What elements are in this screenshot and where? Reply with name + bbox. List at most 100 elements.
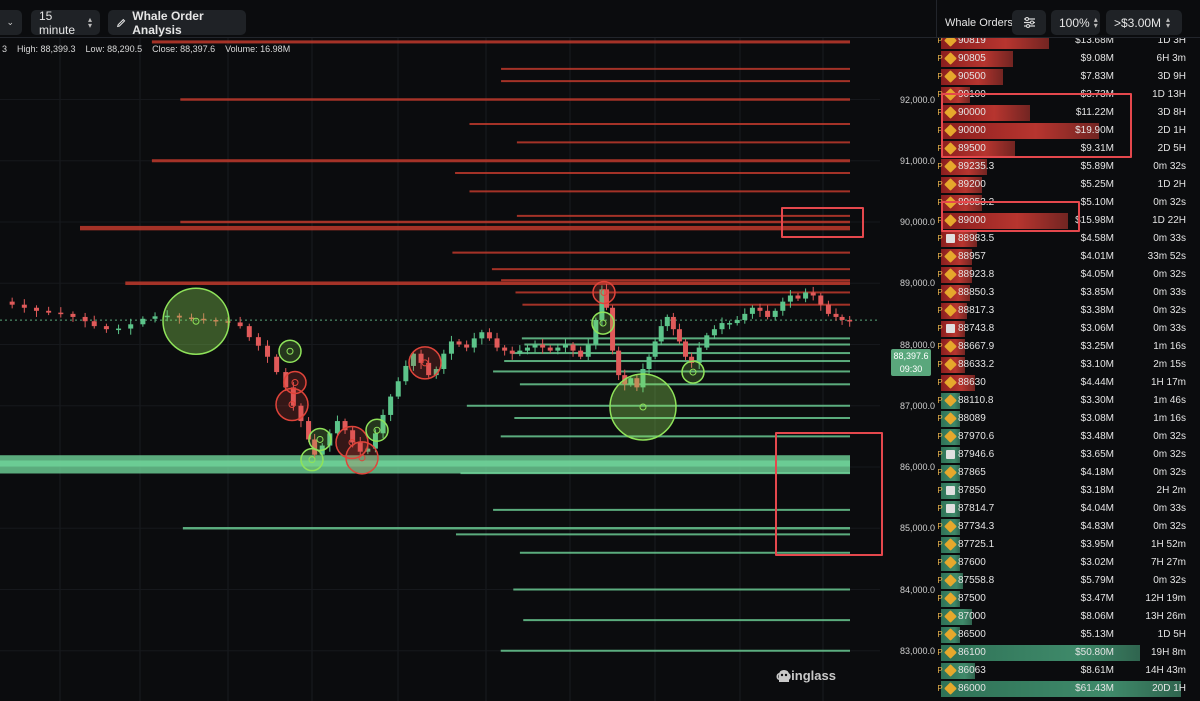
whale-order-row[interactable]: P 87865 $4.18M 0m 32s [936, 464, 1200, 482]
whale-order-row[interactable]: P 86100 $50.80M 19H 8m [936, 644, 1200, 662]
coinglass-logo-icon [779, 670, 789, 682]
ohlc-readout: 3 High: 88,399.3 Low: 88,290.5 Close: 88… [2, 44, 291, 54]
chart-canvas[interactable] [0, 38, 936, 701]
buy-wall-bar [519, 551, 850, 554]
buy-wall-bar [523, 619, 850, 622]
okx-exchange-icon [946, 486, 955, 495]
candle-body [616, 350, 622, 376]
whale-order-row[interactable]: P 88110.8 $3.30M 1m 46s [936, 392, 1200, 410]
order-price: 87850 [958, 485, 986, 496]
whale-orders-list[interactable]: P 90819 $13.68M 1D 3H P 90805 $9.08M 6H 3m P 9050… [936, 38, 1200, 701]
whale-order-row[interactable]: P 87600 $3.02M 7H 27m [936, 554, 1200, 572]
candle-body [365, 448, 371, 452]
order-age: 2D 1H [1157, 125, 1186, 136]
whale-order-row[interactable]: P 86500 $5.13M 1D 5H [936, 626, 1200, 644]
whale-order-row[interactable]: P 89235.3 $5.89M 0m 32s [936, 158, 1200, 176]
buy-wall-bar [511, 352, 850, 355]
whale-order-row[interactable]: P 87558.8 $5.79M 0m 32s [936, 572, 1200, 590]
whale-order-row[interactable]: P 88957 $4.01M 33m 52s [936, 248, 1200, 266]
order-price: 87500 [958, 593, 986, 604]
order-age: 13H 26m [1145, 611, 1186, 622]
candle-body [82, 316, 88, 322]
order-amount: $61.43M [1075, 683, 1114, 694]
order-price: 90000 [958, 125, 986, 136]
whale-order-row[interactable]: P 88667.9 $3.25M 1m 16s [936, 338, 1200, 356]
candle-body [502, 347, 508, 351]
candle-body [456, 341, 462, 345]
coinglass-watermark: coinglass [776, 668, 836, 683]
order-amount: $4.58M [1080, 233, 1114, 244]
order-price: 88957 [958, 251, 986, 262]
candle-body [306, 421, 312, 440]
zoom-select[interactable]: 100% ▴ ▾ [1051, 10, 1100, 35]
whale-order-analysis-button[interactable]: Whale Order Analysis [108, 9, 246, 37]
filter-settings-button[interactable] [1012, 10, 1046, 35]
candle-body [91, 321, 97, 327]
whale-order-row[interactable]: P 88923.8 $4.05M 0m 32s [936, 266, 1200, 284]
whale-order-row[interactable]: P 88817.3 $3.38M 0m 32s [936, 302, 1200, 320]
interval-select[interactable]: 15 minute ▴ ▾ [31, 9, 100, 37]
candle-body [58, 312, 64, 315]
candle-body [410, 353, 416, 366]
price-axis-label: 91,000.0 [900, 155, 936, 166]
whale-order-row[interactable]: P 88983.5 $4.58M 0m 33s [936, 230, 1200, 248]
whale-order-row[interactable]: P 88743.8 $3.06M 0m 33s [936, 320, 1200, 338]
whale-trade-bubble [308, 427, 332, 452]
whale-order-row[interactable]: P 87725.1 $3.95M 1H 52m [936, 536, 1200, 554]
whale-order-row[interactable]: P 90819 $13.68M 1D 3H [936, 38, 1200, 50]
order-type-tag: P [937, 576, 943, 585]
candle-body [689, 356, 695, 363]
candle-body [585, 344, 591, 357]
min-size-select[interactable]: >$3.00M ▴ ▾ [1106, 10, 1182, 35]
whale-order-row[interactable]: P 90000 $11.22M 3D 8H [936, 104, 1200, 122]
whale-order-row[interactable]: P 86000 $61.43M 20D 1H [936, 680, 1200, 698]
whale-order-row[interactable]: P 89500 $9.31M 2D 5H [936, 140, 1200, 158]
whale-order-row[interactable]: P 88850.3 $3.85M 0m 33s [936, 284, 1200, 302]
order-age: 7H 27m [1150, 557, 1186, 568]
price-chart[interactable]: 3 High: 88,399.3 Low: 88,290.5 Close: 88… [0, 38, 936, 701]
candle-body [357, 442, 363, 452]
order-type-tag: P [937, 306, 943, 315]
candle-body [599, 289, 605, 320]
whale-order-row[interactable]: P 87814.7 $4.04M 0m 33s [936, 500, 1200, 518]
whale-order-row[interactable]: P 89000 $15.98M 1D 22H [936, 212, 1200, 230]
buy-wall-bar [466, 404, 850, 407]
order-type-tag: P [937, 450, 943, 459]
whale-order-row[interactable]: P 87850 $3.18M 2H 2m [936, 482, 1200, 500]
candle-body [471, 338, 477, 348]
order-price: 87946.6 [958, 449, 995, 460]
whale-order-row[interactable]: P 88630 $4.44M 1H 17m [936, 374, 1200, 392]
whale-trade-bubble [278, 339, 302, 363]
order-amount: $3.02M [1080, 557, 1114, 568]
order-price: 90805 [958, 53, 986, 64]
price-axis-label: 87,000.0 [900, 400, 936, 411]
sell-wall-bar [469, 123, 850, 125]
whale-order-row[interactable]: P 87000 $8.06M 13H 26m [936, 608, 1200, 626]
whale-order-row[interactable]: P 86063 $8.61M 14H 43m [936, 662, 1200, 680]
whale-order-row[interactable]: P 89200 $5.25M 1D 2H [936, 176, 1200, 194]
buy-wall-bar [455, 533, 850, 536]
okx-exchange-icon [946, 504, 955, 513]
whale-order-row[interactable]: P 90000 $19.90M 2D 1H [936, 122, 1200, 140]
candle-body [719, 323, 725, 330]
whale-order-row[interactable]: P 90805 $9.08M 6H 3m [936, 50, 1200, 68]
whale-order-row[interactable]: P 87734.3 $4.83M 0m 32s [936, 518, 1200, 536]
whale-trade-dot [291, 378, 299, 386]
sell-wall-bar [151, 40, 851, 44]
order-amount: $50.80M [1075, 647, 1114, 658]
whale-order-row[interactable]: P 87500 $3.47M 12H 19m [936, 590, 1200, 608]
order-price: 87600 [958, 557, 986, 568]
whale-trade-bubble [300, 447, 324, 472]
back-button[interactable]: ⌄ [0, 10, 22, 35]
order-amount: $5.79M [1080, 575, 1114, 586]
whale-order-row[interactable]: P 88633.2 $3.10M 2m 15s [936, 356, 1200, 374]
order-size-bar [941, 51, 1013, 67]
order-age: 1m 16s [1153, 341, 1186, 352]
whale-order-row[interactable]: P 87946.6 $3.65M 0m 32s [936, 446, 1200, 464]
order-age: 0m 32s [1153, 575, 1186, 586]
order-type-tag: P [937, 558, 943, 567]
whale-order-row[interactable]: P 90500 $7.83M 3D 9H [936, 68, 1200, 86]
whale-order-row[interactable]: P 87970.6 $3.48M 0m 32s [936, 428, 1200, 446]
whale-order-row[interactable]: P 88089 $3.08M 1m 16s [936, 410, 1200, 428]
buy-wall-bar [519, 383, 850, 386]
